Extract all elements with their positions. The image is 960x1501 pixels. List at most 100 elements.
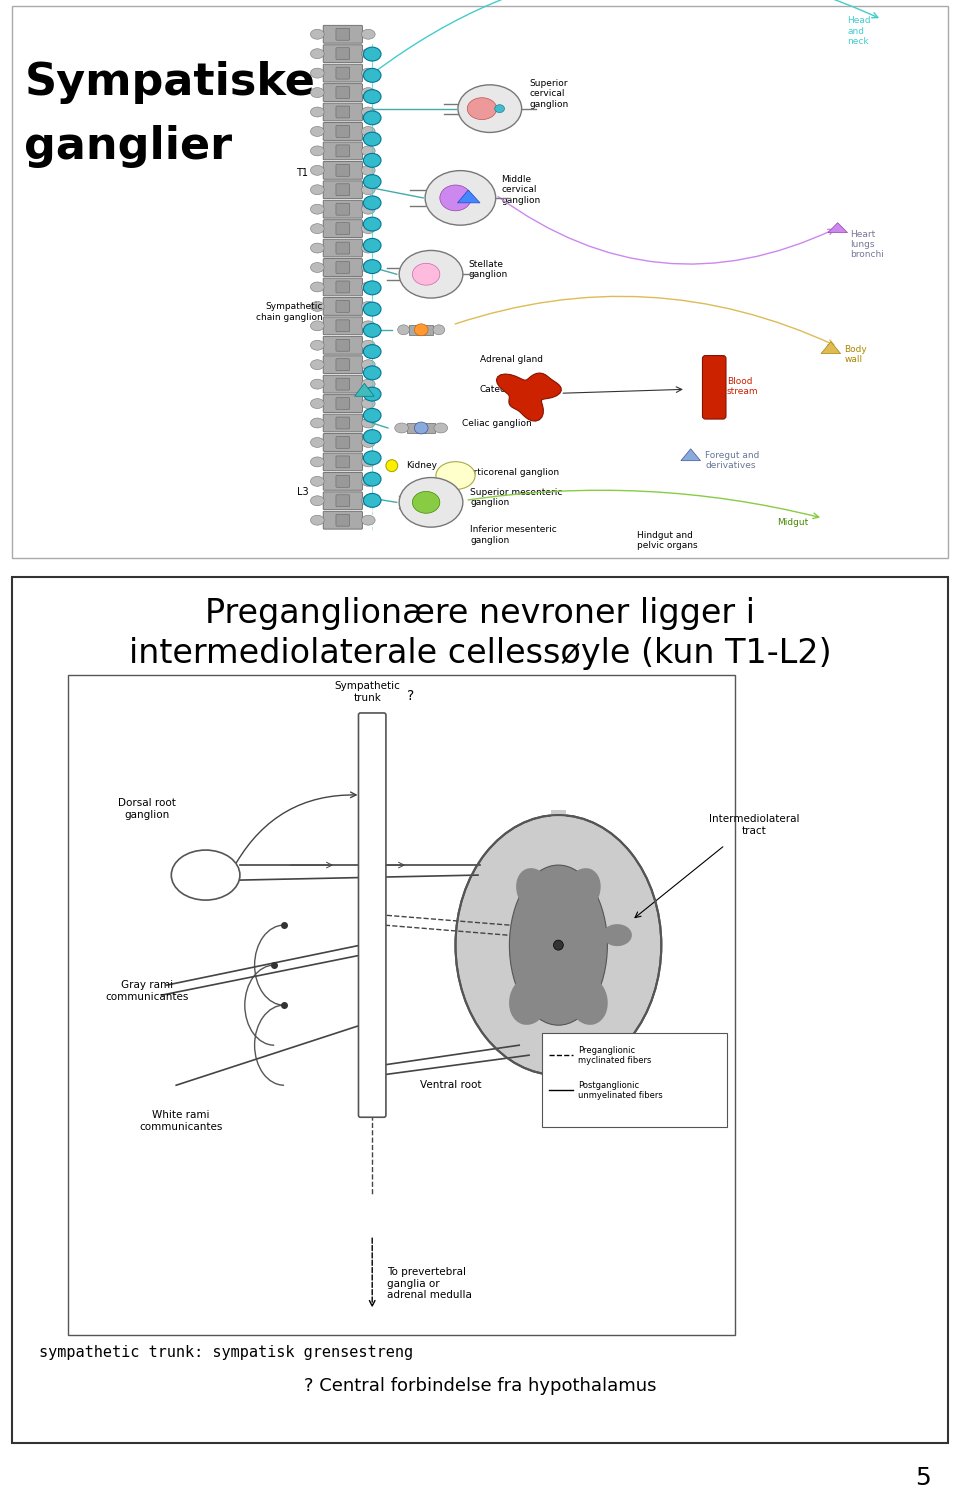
FancyBboxPatch shape [324, 492, 363, 510]
Ellipse shape [310, 48, 324, 59]
Polygon shape [496, 374, 562, 422]
Text: Heart
lungs
bronchi: Heart lungs bronchi [851, 230, 884, 260]
Text: Dorsal root
ganglion: Dorsal root ganglion [118, 799, 176, 820]
Ellipse shape [364, 429, 381, 444]
Text: Stellate
ganglion: Stellate ganglion [468, 260, 508, 279]
Ellipse shape [603, 925, 632, 946]
Ellipse shape [433, 324, 444, 335]
Ellipse shape [310, 437, 324, 447]
Ellipse shape [310, 204, 324, 215]
Ellipse shape [364, 174, 381, 189]
FancyBboxPatch shape [551, 1045, 566, 1075]
FancyBboxPatch shape [324, 434, 363, 452]
Ellipse shape [361, 282, 375, 291]
Ellipse shape [310, 515, 324, 525]
Ellipse shape [361, 456, 375, 467]
Ellipse shape [310, 456, 324, 467]
Ellipse shape [415, 324, 428, 336]
Ellipse shape [455, 815, 661, 1075]
Ellipse shape [361, 399, 375, 408]
Text: 5: 5 [916, 1466, 931, 1490]
FancyBboxPatch shape [336, 320, 349, 332]
Text: Kidney: Kidney [406, 461, 438, 470]
FancyBboxPatch shape [336, 378, 349, 390]
Text: Head
and
neck: Head and neck [848, 17, 871, 47]
Ellipse shape [468, 98, 496, 120]
Ellipse shape [364, 473, 381, 486]
FancyBboxPatch shape [324, 512, 363, 530]
Ellipse shape [436, 462, 475, 489]
Ellipse shape [565, 868, 601, 913]
FancyBboxPatch shape [336, 300, 349, 312]
Polygon shape [458, 191, 480, 203]
Text: Postganglionic
unmyelinated fibers: Postganglionic unmyelinated fibers [578, 1081, 662, 1100]
Ellipse shape [364, 387, 381, 401]
FancyBboxPatch shape [12, 576, 948, 1444]
Ellipse shape [361, 107, 375, 117]
Ellipse shape [361, 68, 375, 78]
Text: L3: L3 [297, 488, 308, 497]
FancyBboxPatch shape [336, 222, 349, 234]
Polygon shape [828, 222, 848, 233]
FancyBboxPatch shape [358, 713, 386, 1117]
FancyBboxPatch shape [541, 1033, 727, 1127]
FancyBboxPatch shape [324, 317, 363, 335]
FancyBboxPatch shape [336, 183, 349, 195]
Ellipse shape [361, 30, 375, 39]
Ellipse shape [494, 105, 505, 113]
Ellipse shape [364, 345, 381, 359]
Ellipse shape [386, 459, 397, 471]
FancyBboxPatch shape [336, 48, 349, 60]
Ellipse shape [364, 218, 381, 231]
Text: Catecholamines: Catecholamines [480, 384, 553, 393]
Ellipse shape [413, 263, 440, 285]
Ellipse shape [364, 494, 381, 507]
Ellipse shape [361, 360, 375, 369]
Text: T1: T1 [297, 168, 308, 179]
Text: Preganglionic
myclinated fibers: Preganglionic myclinated fibers [578, 1046, 652, 1064]
Text: Aorticorenal ganglion: Aorticorenal ganglion [463, 468, 560, 477]
FancyBboxPatch shape [551, 811, 566, 845]
Ellipse shape [397, 324, 409, 335]
FancyBboxPatch shape [324, 395, 363, 413]
Ellipse shape [434, 423, 447, 432]
Bar [409, 324, 433, 335]
Ellipse shape [310, 68, 324, 78]
Ellipse shape [554, 940, 564, 950]
Ellipse shape [364, 197, 381, 210]
Ellipse shape [310, 146, 324, 156]
Bar [407, 423, 435, 432]
FancyBboxPatch shape [336, 203, 349, 215]
Ellipse shape [310, 495, 324, 506]
Ellipse shape [310, 360, 324, 369]
Text: Intermediolateral
tract: Intermediolateral tract [709, 814, 800, 836]
Text: Body
wall: Body wall [845, 345, 867, 365]
FancyBboxPatch shape [336, 146, 349, 156]
Ellipse shape [364, 302, 381, 317]
FancyBboxPatch shape [324, 258, 363, 276]
FancyBboxPatch shape [324, 239, 363, 257]
FancyBboxPatch shape [336, 68, 349, 80]
Text: Middle
cervical
ganglion: Middle cervical ganglion [501, 176, 540, 204]
FancyBboxPatch shape [336, 515, 349, 527]
Text: ? Central forbindelse fra hypothalamus: ? Central forbindelse fra hypothalamus [303, 1378, 657, 1396]
Text: Sympatiske: Sympatiske [24, 60, 315, 104]
Ellipse shape [364, 408, 381, 422]
Text: intermediolaterale cellessøyle (kun T1-L2): intermediolaterale cellessøyle (kun T1-L… [129, 636, 831, 669]
Ellipse shape [310, 341, 324, 350]
Ellipse shape [395, 423, 408, 432]
FancyBboxPatch shape [324, 356, 363, 374]
Ellipse shape [361, 437, 375, 447]
Ellipse shape [364, 239, 381, 252]
Ellipse shape [361, 263, 375, 273]
Text: Sympathetic
chain ganglion: Sympathetic chain ganglion [256, 302, 324, 321]
Ellipse shape [310, 126, 324, 137]
Text: Midgut: Midgut [777, 518, 808, 527]
FancyBboxPatch shape [324, 45, 363, 63]
FancyBboxPatch shape [336, 476, 349, 488]
Ellipse shape [310, 243, 324, 254]
Text: Blood
stream: Blood stream [727, 377, 758, 396]
Text: Celiac ganglion: Celiac ganglion [463, 419, 532, 428]
Ellipse shape [510, 865, 608, 1025]
Ellipse shape [310, 263, 324, 273]
